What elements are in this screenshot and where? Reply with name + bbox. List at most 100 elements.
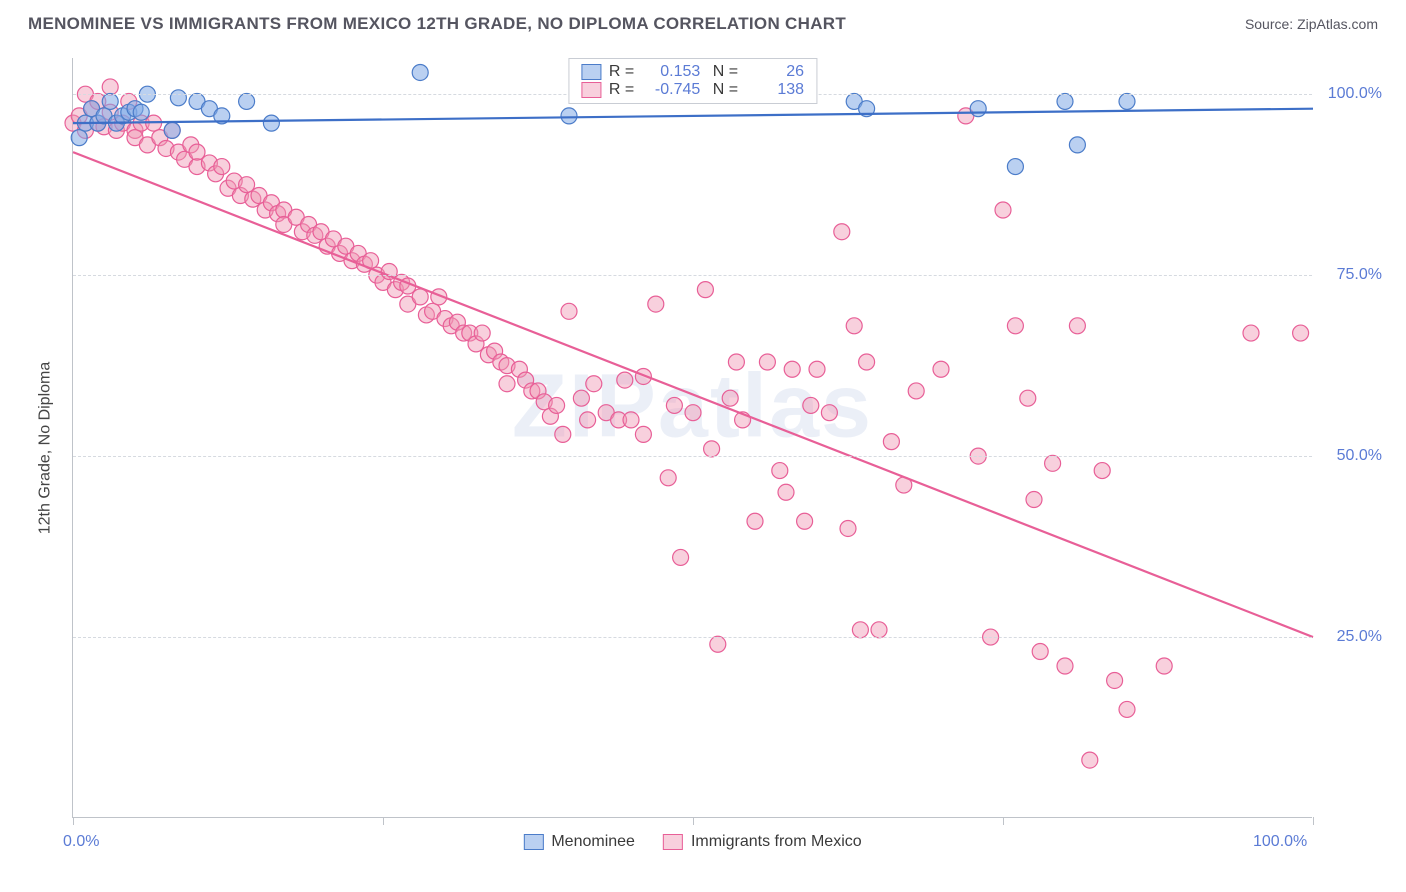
data-point <box>499 376 515 392</box>
legend-row-immigrants: R = -0.745 N = 138 <box>581 81 804 99</box>
y-axis-label: 12th Grade, No Diploma <box>36 362 54 535</box>
header: MENOMINEE VS IMMIGRANTS FROM MEXICO 12TH… <box>0 0 1406 42</box>
data-point <box>852 622 868 638</box>
x-tick <box>693 817 694 825</box>
swatch-menominee <box>581 64 601 80</box>
data-point <box>648 296 664 312</box>
data-point <box>840 520 856 536</box>
data-point <box>1057 93 1073 109</box>
data-point <box>797 513 813 529</box>
data-point <box>561 303 577 319</box>
data-point <box>1007 159 1023 175</box>
x-tick <box>73 817 74 825</box>
data-point <box>623 412 639 428</box>
data-point <box>573 390 589 406</box>
data-point <box>704 441 720 457</box>
trend-line <box>73 109 1313 123</box>
data-point <box>239 93 255 109</box>
data-point <box>617 372 633 388</box>
n-value-menominee: 26 <box>746 63 804 81</box>
source-label: Source: ZipAtlas.com <box>1245 16 1378 32</box>
data-point <box>1293 325 1309 341</box>
x-tick <box>1313 817 1314 825</box>
data-point <box>846 318 862 334</box>
data-point <box>908 383 924 399</box>
gridline <box>73 456 1312 457</box>
data-point <box>1045 455 1061 471</box>
data-point <box>1026 492 1042 508</box>
data-point <box>697 282 713 298</box>
legend-item-immigrants: Immigrants from Mexico <box>663 833 862 851</box>
legend-label-immigrants: Immigrants from Mexico <box>691 833 862 851</box>
data-point <box>1119 701 1135 717</box>
x-tick <box>1003 817 1004 825</box>
data-point <box>1020 390 1036 406</box>
swatch-immigrants <box>581 82 601 98</box>
data-point <box>1032 644 1048 660</box>
data-point <box>871 622 887 638</box>
data-point <box>580 412 596 428</box>
data-point <box>747 513 763 529</box>
r-label: R = <box>609 63 634 81</box>
data-point <box>635 426 651 442</box>
data-point <box>102 93 118 109</box>
data-point <box>666 397 682 413</box>
data-point <box>1007 318 1023 334</box>
legend-row-menominee: R = 0.153 N = 26 <box>581 63 804 81</box>
y-tick-label: 50.0% <box>1337 447 1382 465</box>
data-point <box>102 79 118 95</box>
data-point <box>685 405 701 421</box>
series-legend: Menominee Immigrants from Mexico <box>523 833 861 851</box>
chart-title: MENOMINEE VS IMMIGRANTS FROM MEXICO 12TH… <box>28 14 846 34</box>
r-label: R = <box>609 81 634 99</box>
y-tick-label: 75.0% <box>1337 266 1382 284</box>
data-point <box>1119 93 1135 109</box>
data-point <box>1057 658 1073 674</box>
legend-swatch-menominee <box>523 834 543 850</box>
data-point <box>710 636 726 652</box>
data-point <box>561 108 577 124</box>
data-point <box>170 90 186 106</box>
data-point <box>722 390 738 406</box>
legend-label-menominee: Menominee <box>551 833 635 851</box>
data-point <box>728 354 744 370</box>
data-point <box>772 463 788 479</box>
n-label: N = <box>708 81 738 99</box>
legend-item-menominee: Menominee <box>523 833 635 851</box>
data-point <box>834 224 850 240</box>
data-point <box>1156 658 1172 674</box>
data-point <box>970 101 986 117</box>
data-point <box>859 354 875 370</box>
x-tick-label: 0.0% <box>63 833 99 851</box>
data-point <box>549 397 565 413</box>
n-value-immigrants: 138 <box>746 81 804 99</box>
data-point <box>803 397 819 413</box>
gridline <box>73 637 1312 638</box>
data-point <box>1094 463 1110 479</box>
data-point <box>412 64 428 80</box>
data-point <box>1107 672 1123 688</box>
trend-line <box>73 152 1313 637</box>
chart-svg <box>73 58 1312 817</box>
y-tick-label: 100.0% <box>1328 85 1382 103</box>
data-point <box>474 325 490 341</box>
r-value-menominee: 0.153 <box>642 63 700 81</box>
data-point <box>660 470 676 486</box>
plot-area: ZIPatlas R = 0.153 N = 26 R = -0.745 N =… <box>72 58 1312 818</box>
data-point <box>821 405 837 421</box>
data-point <box>586 376 602 392</box>
data-point <box>1243 325 1259 341</box>
data-point <box>778 484 794 500</box>
gridline <box>73 275 1312 276</box>
data-point <box>995 202 1011 218</box>
data-point <box>933 361 949 377</box>
legend-swatch-immigrants <box>663 834 683 850</box>
data-point <box>133 104 149 120</box>
n-label: N = <box>708 63 738 81</box>
data-point <box>784 361 800 377</box>
y-tick-label: 25.0% <box>1337 628 1382 646</box>
data-point <box>759 354 775 370</box>
data-point <box>1069 318 1085 334</box>
data-point <box>71 130 87 146</box>
data-point <box>412 289 428 305</box>
